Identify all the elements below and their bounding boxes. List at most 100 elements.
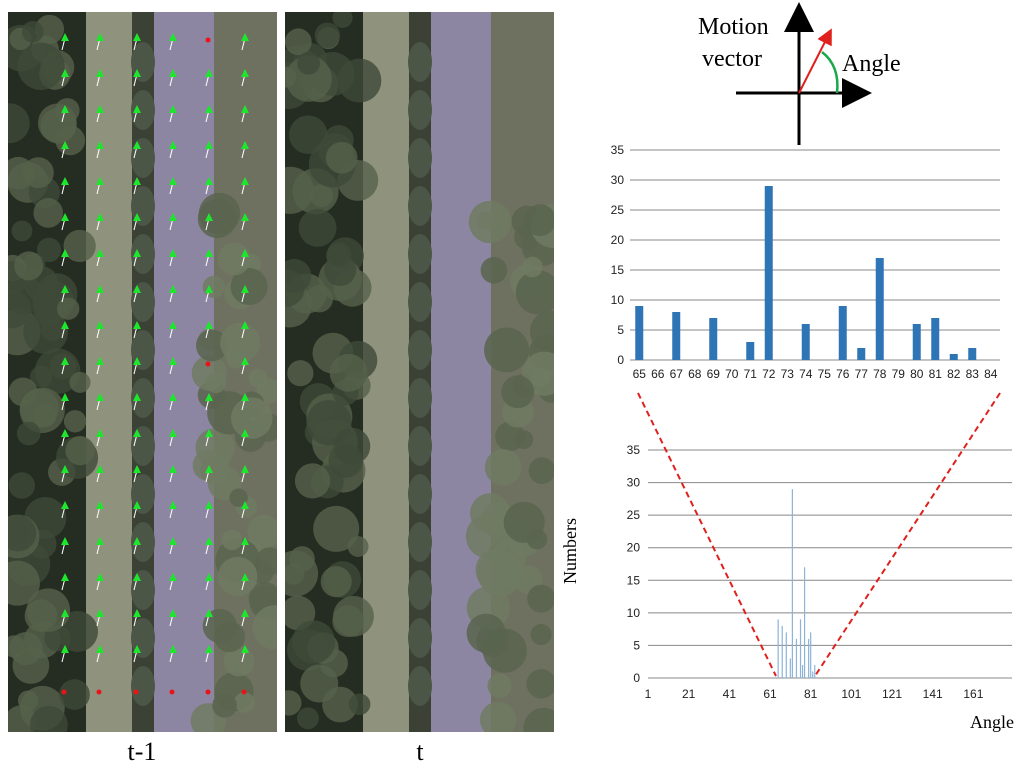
motion-vector-marker: [241, 213, 249, 231]
motion-vector-marker: [96, 285, 104, 303]
tree-crown-right: [521, 256, 543, 278]
tree-crown: [16, 421, 41, 446]
tree-crown-right: [221, 529, 243, 551]
bar: [764, 186, 773, 360]
motion-vector-marker: [61, 429, 69, 447]
motion-vector-marker: [169, 573, 177, 591]
tree-crown: [296, 707, 319, 730]
tree-crown-right: [195, 428, 235, 468]
motion-vector-marker: [205, 537, 213, 555]
median-tree: [408, 474, 432, 514]
tree-crown: [347, 536, 369, 557]
tree-crown: [285, 258, 312, 293]
tree-crown: [285, 28, 312, 56]
tree-crown-right: [523, 707, 554, 732]
x-tick-label: 80: [910, 367, 924, 381]
median-tree: [131, 90, 155, 130]
x-tick-label: 81: [929, 367, 943, 381]
tree-crown: [297, 51, 321, 75]
motion-vector-marker: [61, 609, 69, 627]
tree-crown: [69, 371, 91, 393]
motion-vector-marker: [241, 105, 249, 123]
motion-vector-marker: [241, 249, 249, 267]
tree-crown-right: [501, 375, 535, 409]
x-tick-label: 69: [707, 367, 721, 381]
tree-crown-right: [503, 501, 545, 543]
motion-vector-marker: [96, 429, 104, 447]
x-tick-label: 141: [923, 687, 943, 701]
motion-vector-marker: [169, 357, 177, 375]
bar: [709, 318, 718, 360]
median-tree: [131, 138, 155, 178]
y-tick-label: 20: [627, 541, 641, 555]
tree-crown: [324, 254, 357, 287]
median-tree: [131, 426, 155, 466]
motion-vector-marker: [205, 645, 213, 663]
tree-crown: [300, 664, 339, 703]
motion-vector-marker: [133, 357, 141, 375]
tree-crown-right: [197, 199, 237, 239]
x-tick-label: 84: [984, 367, 998, 381]
tree-crown: [8, 515, 37, 552]
motion-vector-marker: [241, 573, 249, 591]
motion-vector-marker: [241, 393, 249, 411]
tree-crown-right: [248, 368, 268, 388]
motion-vector-marker: [96, 105, 104, 123]
median-tree: [408, 234, 432, 274]
motion-vector-marker: [169, 321, 177, 339]
median-tree: [408, 426, 432, 466]
x-tick-label: 68: [688, 367, 702, 381]
x-tick-label: 71: [744, 367, 758, 381]
tracking-failure-dot: [61, 689, 67, 695]
tree-crown: [21, 20, 44, 43]
median-tree: [408, 666, 432, 706]
y-tick-label: 5: [633, 638, 640, 652]
x-tick-label: 83: [966, 367, 980, 381]
tree-crown-right: [212, 692, 237, 718]
motion-vector-marker: [61, 645, 69, 663]
tracking-failure-dot: [133, 689, 139, 695]
motion-vector-marker: [205, 177, 213, 195]
motion-vector-marker: [61, 393, 69, 411]
y-tick-label: 10: [611, 293, 625, 307]
diagram-label-vector: vector: [702, 46, 762, 72]
median-tree: [131, 570, 155, 610]
motion-vector-marker: [61, 573, 69, 591]
tree-crown: [49, 353, 77, 380]
tree-crown: [285, 690, 302, 716]
tree-crown-right: [528, 457, 554, 484]
motion-vector-marker: [241, 501, 249, 519]
motion-vector-marker: [241, 321, 249, 339]
tracking-failure-dot: [241, 689, 247, 695]
bar: [838, 306, 847, 360]
tree-crown: [348, 693, 371, 716]
tree-crown-right: [484, 449, 522, 486]
motion-vector-marker: [241, 357, 249, 375]
tree-crown-right: [195, 329, 228, 362]
motion-vector-marker: [205, 573, 213, 591]
motion-vector-marker: [96, 321, 104, 339]
motion-vector-marker: [61, 357, 69, 375]
motion-vector-marker: [96, 249, 104, 267]
tree-crown: [332, 12, 353, 28]
motion-vector-marker: [205, 285, 213, 303]
y-axis-title: Numbers: [560, 518, 580, 584]
tree-crown-right: [217, 242, 251, 276]
y-tick-label: 30: [611, 173, 625, 187]
motion-vector-marker: [61, 177, 69, 195]
x-tick-label: 73: [781, 367, 795, 381]
median-tree: [408, 282, 432, 322]
motion-vector-marker: [61, 69, 69, 87]
motion-vector-marker: [96, 465, 104, 483]
motion-vector-marker: [205, 465, 213, 483]
motion-vector-marker: [205, 501, 213, 519]
motion-vector-marker: [205, 609, 213, 627]
median-tree: [408, 138, 432, 178]
tree-crown: [63, 229, 96, 263]
tracking-failure-dot: [169, 689, 175, 695]
aerial-frame-t: [285, 12, 554, 732]
tree-crown: [26, 588, 71, 632]
motion-vector-marker: [61, 213, 69, 231]
motion-vector-marker: [133, 105, 141, 123]
motion-vector-marker: [96, 33, 104, 51]
